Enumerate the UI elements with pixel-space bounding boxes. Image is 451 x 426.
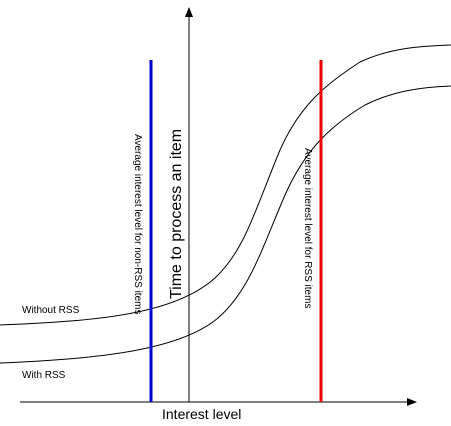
x-axis-label: Interest level [162,406,241,422]
label-with-rss: With RSS [22,370,66,381]
y-axis-label: Time to process an item [168,129,185,299]
curve-with-rss [0,85,451,364]
label-without-rss: Without RSS [22,305,80,316]
rss-marker-label: Average interest level for RSS items [302,148,313,308]
non-rss-marker-label: Average interest level for non-RSS items [132,134,143,314]
curve-without-rss [0,44,451,326]
